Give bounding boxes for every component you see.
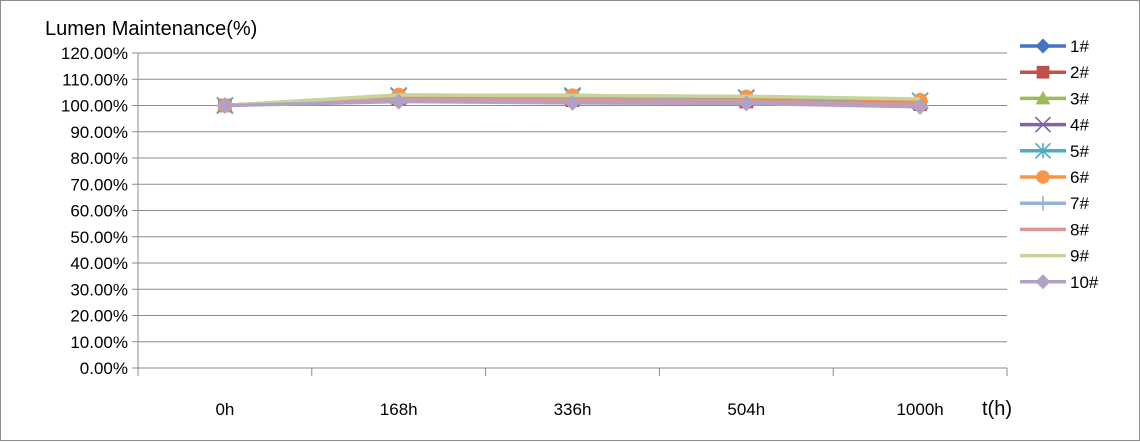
x-tick-label: 0h (215, 400, 234, 419)
y-tick-label: 50.00% (70, 228, 128, 247)
legend: 1# 2# 3# 4# 5# 6# 7# 8# 9# 10# (1020, 37, 1099, 292)
legend-item: 2# (1020, 63, 1089, 82)
y-tick-label: 30.00% (70, 280, 128, 299)
legend-label: 2# (1070, 63, 1089, 82)
legend-label: 1# (1070, 37, 1089, 56)
legend-label: 3# (1070, 89, 1089, 108)
y-tick-label: 40.00% (70, 254, 128, 273)
legend-item: 1# (1020, 37, 1089, 56)
data-point (1036, 170, 1050, 184)
x-tick-label: 504h (727, 400, 765, 419)
y-tick-label: 110.00% (62, 70, 128, 89)
x-tick-label: 1000h (896, 400, 943, 419)
y-tick-label: 10.00% (70, 333, 128, 352)
y-tick-label: 0.00% (80, 359, 128, 378)
y-axis-title: Lumen Maintenance(%) (45, 18, 257, 40)
legend-item: 9# (1020, 247, 1089, 266)
x-tick-labels: 0h 168h 336h 504h 1000h (215, 400, 943, 419)
y-tick-label: 60.00% (70, 202, 128, 221)
y-tick-label: 70.00% (70, 175, 128, 194)
y-tick-label: 120.00% (61, 44, 128, 63)
legend-item: 8# (1020, 220, 1089, 239)
y-tick-label: 80.00% (70, 149, 128, 168)
legend-item: 3# (1020, 89, 1089, 108)
y-tick-label: 90.00% (70, 123, 128, 142)
legend-item: 4# (1020, 116, 1089, 135)
y-tick-label: 20.00% (70, 307, 128, 326)
legend-item: 5# (1020, 142, 1089, 161)
legend-label: 9# (1070, 247, 1089, 266)
series-lines (217, 88, 928, 115)
x-axis-title: t(h) (982, 398, 1012, 420)
legend-label: 8# (1070, 220, 1089, 239)
legend-item: 10# (1020, 273, 1099, 292)
legend-label: 7# (1070, 194, 1089, 213)
data-point (1036, 196, 1051, 211)
x-tick-label: 336h (554, 400, 592, 419)
legend-item: 7# (1020, 194, 1089, 213)
legend-label: 4# (1070, 116, 1089, 135)
data-point (1036, 274, 1051, 289)
legend-label: 5# (1070, 142, 1089, 161)
legend-label: 6# (1070, 168, 1089, 187)
data-point (1037, 66, 1050, 79)
legend-item: 6# (1020, 168, 1089, 187)
x-tick-label: 168h (380, 400, 418, 419)
legend-label: 10# (1070, 273, 1099, 292)
y-tick-label: 100.00% (61, 97, 128, 116)
data-point (1036, 39, 1051, 54)
y-tick-labels: 0.00% 10.00% 20.00% 30.00% 40.00% 50.00% 60.00… (61, 44, 128, 378)
